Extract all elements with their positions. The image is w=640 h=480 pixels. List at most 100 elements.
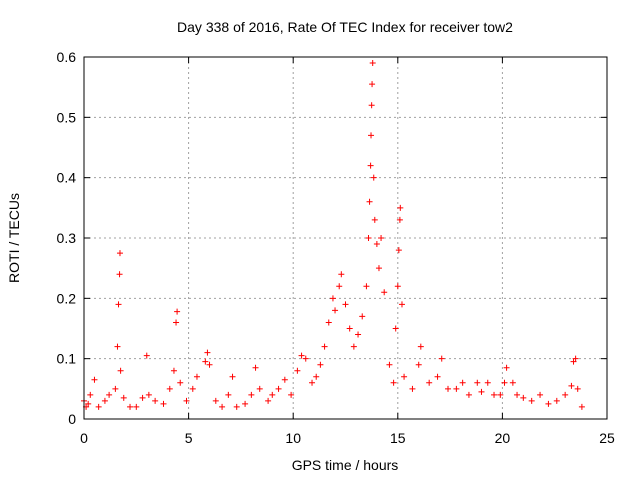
data-point (474, 379, 481, 386)
x-tick-label: 25 (599, 430, 615, 446)
data-point (115, 301, 122, 308)
data-point (578, 403, 585, 410)
data-point (152, 397, 159, 404)
data-point (434, 373, 441, 380)
x-tick-label: 0 (80, 430, 88, 446)
data-point (275, 385, 282, 392)
data-point (204, 349, 211, 356)
data-point (395, 247, 402, 254)
data-point (166, 385, 173, 392)
data-point (265, 397, 272, 404)
data-point (248, 391, 255, 398)
data-point (371, 216, 378, 223)
x-tick-label: 5 (185, 430, 193, 446)
data-point (363, 283, 370, 290)
data-point (368, 102, 375, 109)
data-point (346, 325, 353, 332)
data-point (309, 379, 316, 386)
data-point (381, 289, 388, 296)
data-point (503, 364, 510, 371)
data-point (359, 313, 366, 320)
data-point (85, 400, 92, 407)
data-point (574, 385, 581, 392)
y-tick-label: 0.1 (57, 351, 77, 367)
data-point (570, 358, 577, 365)
data-point (390, 379, 397, 386)
data-point (329, 295, 336, 302)
x-tick-labels: 0 5 10 15 20 25 (80, 430, 615, 446)
data-point (281, 376, 288, 383)
data-point (332, 307, 339, 314)
y-tick-label: 0.6 (57, 49, 77, 65)
data-point (242, 400, 249, 407)
data-point (321, 343, 328, 350)
data-point (225, 391, 232, 398)
chart-title: Day 338 of 2016, Rate Of TEC Index for r… (177, 19, 513, 35)
data-point (298, 352, 305, 359)
data-point (145, 391, 152, 398)
data-point (143, 352, 150, 359)
data-point (545, 400, 552, 407)
data-point (206, 361, 213, 368)
gridlines (84, 57, 607, 419)
data-point (87, 391, 94, 398)
data-point (491, 391, 498, 398)
data-point (409, 385, 416, 392)
data-point (336, 283, 343, 290)
data-point (370, 174, 377, 181)
data-point (562, 391, 569, 398)
data-point (350, 343, 357, 350)
data-point (369, 81, 376, 88)
data-point (116, 250, 123, 257)
data-point (342, 301, 349, 308)
x-tick-label: 15 (390, 430, 406, 446)
data-point (501, 379, 508, 386)
data-point (189, 385, 196, 392)
data-point (367, 162, 374, 169)
data-point (453, 385, 460, 392)
data-point (366, 198, 373, 205)
data-point (528, 397, 535, 404)
data-point (269, 391, 276, 398)
data-point (183, 397, 190, 404)
data-point (365, 235, 372, 241)
data-point (256, 385, 263, 392)
data-point (302, 355, 309, 362)
data-point (127, 403, 134, 410)
data-point (317, 361, 324, 368)
data-point (173, 319, 180, 326)
x-axis-label: GPS time / hours (292, 457, 399, 473)
data-point (375, 265, 382, 272)
data-point (252, 364, 259, 371)
data-point (497, 391, 504, 398)
data-point (392, 325, 399, 332)
data-point (219, 403, 226, 410)
data-point (572, 355, 579, 362)
data-point (313, 373, 320, 380)
data-point (465, 391, 472, 398)
data-point (106, 391, 113, 398)
data-point (160, 400, 167, 407)
data-points (81, 60, 585, 410)
data-point (394, 283, 401, 290)
data-point (233, 403, 240, 410)
data-point (120, 394, 127, 401)
data-point (514, 391, 521, 398)
data-point (401, 373, 408, 380)
axis-ticks (83, 56, 608, 420)
data-point (117, 367, 124, 374)
data-point (368, 132, 375, 139)
data-point (415, 361, 422, 368)
y-tick-label: 0 (68, 411, 76, 427)
data-point (568, 382, 575, 389)
data-point (101, 397, 108, 404)
y-tick-label: 0.3 (57, 230, 77, 246)
data-point (369, 60, 376, 67)
data-point (288, 391, 295, 398)
data-point (459, 379, 466, 386)
data-point (509, 379, 516, 386)
data-point (397, 204, 404, 211)
data-point (325, 319, 332, 326)
data-point (484, 379, 491, 386)
